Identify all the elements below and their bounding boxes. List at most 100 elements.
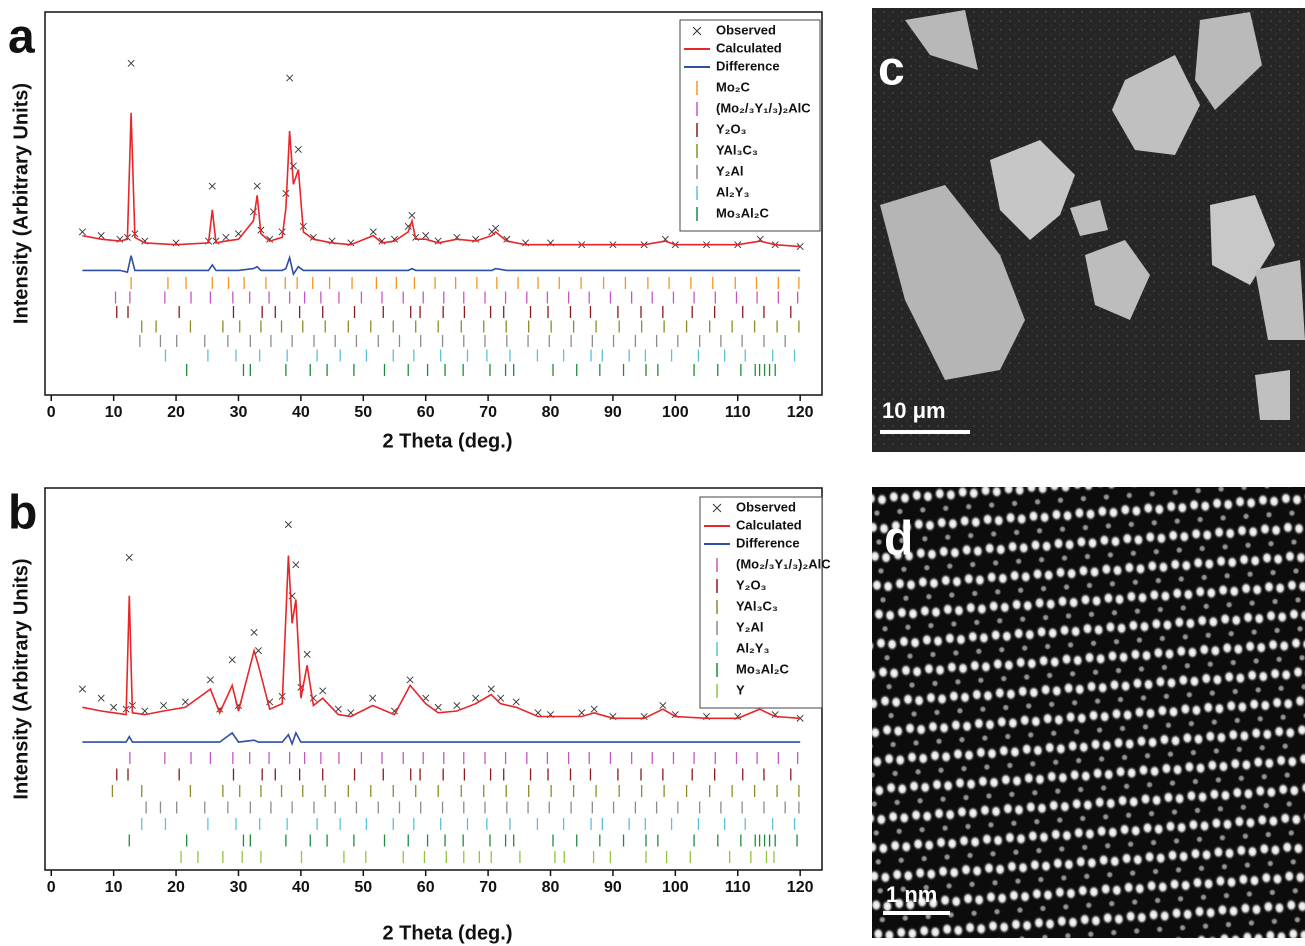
legend-box xyxy=(699,496,823,709)
observed-point xyxy=(266,235,274,243)
x-tick-label: 120 xyxy=(787,404,814,421)
observed-point xyxy=(369,694,377,702)
legend-label: Mo₃Al₂C xyxy=(716,205,770,220)
observed-point xyxy=(319,687,327,695)
x-axis-title: 2 Theta (deg.) xyxy=(382,430,512,452)
observed-point xyxy=(590,705,598,713)
x-tick-label: 80 xyxy=(542,404,560,421)
x-tick-label: 60 xyxy=(417,879,435,896)
x-tick-label: 60 xyxy=(417,404,435,421)
x-tick-label: 30 xyxy=(230,879,248,896)
series-line xyxy=(82,555,801,720)
legend-box xyxy=(679,19,821,232)
x-tick-label: 20 xyxy=(167,879,185,896)
observed-point xyxy=(434,703,442,711)
y-axis-title: Intensity (Arbitrary Units) xyxy=(10,558,32,799)
x-tick-label: 10 xyxy=(105,879,123,896)
x-tick-label: 90 xyxy=(604,879,622,896)
observed-point xyxy=(97,694,105,702)
x-tick-label: 0 xyxy=(47,879,56,896)
observed-point xyxy=(487,685,495,693)
legend-label: Y₂O₃ xyxy=(736,577,767,592)
observed-point xyxy=(141,707,149,715)
legend-label: Y₂Al xyxy=(736,619,763,634)
legend-label: (Mo₂/₃Y₁/₃)₂AlC xyxy=(736,556,831,571)
x-axis-title: 2 Theta (deg.) xyxy=(382,922,512,944)
legend-label: Observed xyxy=(736,499,796,514)
observed-point xyxy=(206,676,214,684)
x-tick-label: 90 xyxy=(604,404,622,421)
observed-point xyxy=(160,701,168,710)
legend-label: Mo₂C xyxy=(716,79,751,94)
observed-point xyxy=(578,709,586,717)
plot-frame xyxy=(44,11,823,396)
observed-point xyxy=(303,650,311,658)
sem-image xyxy=(872,8,1305,452)
panel-label: b xyxy=(8,487,37,540)
observed-point xyxy=(659,701,667,710)
panel-label: a xyxy=(8,11,35,64)
observed-point xyxy=(127,59,135,67)
observed-point xyxy=(125,553,133,561)
x-tick-label: 50 xyxy=(354,404,372,421)
x-tick-label: 120 xyxy=(787,879,814,896)
x-tick-label: 70 xyxy=(479,879,497,896)
legend-label: Y₂O₃ xyxy=(716,121,747,136)
x-tick-label: 30 xyxy=(230,404,248,421)
y-axis-title: Intensity (Arbitrary Units) xyxy=(10,83,32,324)
observed-point xyxy=(250,628,258,636)
panel-label: d xyxy=(884,513,913,566)
x-tick-label: 110 xyxy=(725,879,751,896)
observed-point xyxy=(406,676,414,684)
series-line xyxy=(82,730,801,747)
legend-marker xyxy=(712,503,722,513)
legend-label: Y₂Al xyxy=(716,163,743,178)
observed-point xyxy=(254,647,262,655)
legend-label: Difference xyxy=(736,535,800,550)
observed-point xyxy=(228,656,236,664)
observed-point xyxy=(78,228,86,236)
series-line xyxy=(82,112,801,248)
x-tick-label: 10 xyxy=(105,404,123,421)
legend-label: Calculated xyxy=(716,40,782,55)
x-tick-label: 50 xyxy=(354,879,372,896)
legend-label: Mo₃Al₂C xyxy=(736,661,790,676)
series-line xyxy=(82,254,801,277)
observed-point xyxy=(78,685,86,693)
observed-point xyxy=(97,232,105,240)
observed-point xyxy=(369,228,377,236)
observed-point xyxy=(422,232,430,240)
x-tick-label: 40 xyxy=(292,404,310,421)
x-tick-label: 40 xyxy=(292,879,310,896)
scale-bar-label: 10 μm xyxy=(882,398,946,423)
observed-point xyxy=(292,561,300,569)
x-tick-label: 100 xyxy=(662,879,689,896)
observed-point xyxy=(472,694,480,702)
legend-marker xyxy=(692,26,702,36)
observed-point xyxy=(492,224,500,232)
x-tick-label: 100 xyxy=(662,404,689,421)
observed-point xyxy=(181,698,189,706)
legend-label: YAl₃C₃ xyxy=(716,142,758,157)
observed-point xyxy=(110,703,118,711)
observed-point xyxy=(286,74,294,82)
legend-label: Calculated xyxy=(736,517,802,532)
observed-point xyxy=(512,698,520,706)
observed-point xyxy=(408,211,416,219)
panel-label: c xyxy=(878,43,905,96)
tem-image xyxy=(872,487,1305,938)
x-tick-label: 0 xyxy=(47,404,56,421)
x-tick-label: 20 xyxy=(167,404,185,421)
observed-point xyxy=(208,182,216,190)
legend-label: Observed xyxy=(716,22,776,37)
legend-label: (Mo₂/₃Y₁/₃)₂AlC xyxy=(716,100,811,115)
observed-point xyxy=(253,182,261,190)
legend-label: Al₂Y₃ xyxy=(736,640,769,655)
x-tick-label: 110 xyxy=(725,404,751,421)
x-tick-label: 70 xyxy=(479,404,497,421)
legend-label: YAl₃C₃ xyxy=(736,598,778,613)
observed-point xyxy=(222,233,230,241)
observed-point xyxy=(497,694,505,702)
legend-label: Y xyxy=(736,682,745,697)
